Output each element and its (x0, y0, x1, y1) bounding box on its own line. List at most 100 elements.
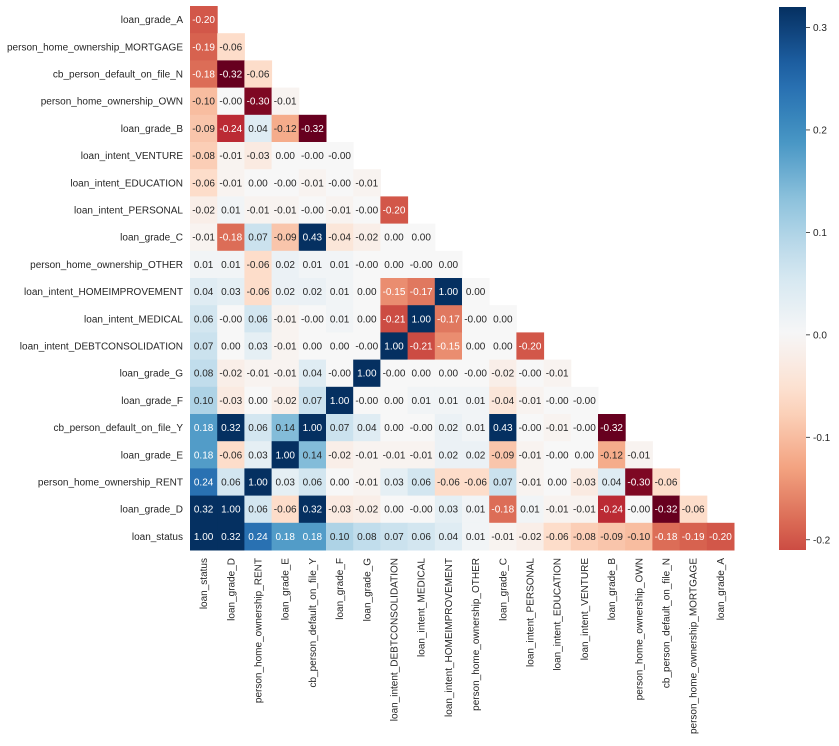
cell-annotation: 0.01 (303, 260, 323, 271)
cell-annotation: 0.06 (248, 505, 268, 516)
heatmap-cell (380, 468, 409, 497)
cell-annotation: -0.15 (383, 287, 406, 298)
heatmap-cell (190, 359, 218, 388)
cell-annotation: 0.03 (275, 478, 295, 489)
row-label: person_home_ownership_OWN (41, 97, 183, 108)
cell-annotation: -0.20 (383, 206, 406, 217)
heatmap-cell (462, 468, 490, 497)
heatmap-cell (598, 414, 626, 442)
cell-annotation: -0.24 (219, 124, 242, 135)
heatmap-cell (217, 87, 245, 116)
heatmap-cell (244, 223, 273, 252)
cell-annotation: -0.01 (491, 532, 514, 543)
cell-annotation: -0.00 (219, 97, 242, 108)
heatmap-cell (543, 522, 572, 551)
cell-annotation: -0.01 (546, 423, 569, 434)
cell-annotation: 1.00 (357, 369, 377, 380)
row-label: person_home_ownership_MORTGAGE (7, 42, 183, 53)
heatmap-cell (407, 414, 436, 442)
cell-annotation: -0.00 (219, 314, 242, 325)
cell-annotation: -0.20 (709, 532, 732, 543)
cell-annotation: -0.21 (410, 342, 433, 353)
heatmap-cell (625, 468, 653, 497)
heatmap-cell (217, 414, 245, 442)
column-label: person_home_ownership_MORTGAGE (689, 558, 700, 734)
cell-annotation: -0.02 (355, 233, 378, 244)
heatmap-cell (326, 250, 354, 279)
heatmap-cell (298, 250, 327, 279)
cell-annotation: 1.00 (411, 314, 431, 325)
column-label: loan_intent_PERSONAL (526, 558, 537, 667)
cell-annotation: 0.00 (384, 260, 404, 271)
heatmap-cell (190, 386, 218, 415)
cell-annotation: -0.00 (573, 423, 596, 434)
cell-annotation: -0.01 (519, 478, 542, 489)
cell-annotation: 0.02 (439, 423, 459, 434)
heatmap-cell (380, 495, 409, 524)
cell-annotation: 0.01 (466, 532, 486, 543)
heatmap-cell (190, 6, 218, 34)
heatmap-cell (380, 305, 409, 333)
heatmap-cell (570, 414, 599, 442)
heatmap-cell (380, 441, 409, 469)
cell-annotation: -0.06 (437, 478, 460, 489)
cell-annotation: -0.06 (247, 260, 270, 271)
heatmap-cell (190, 87, 218, 116)
heatmap-cell (353, 223, 381, 252)
cell-annotation: -0.01 (410, 450, 433, 461)
heatmap-cell (407, 223, 436, 252)
heatmap-cell (190, 114, 218, 143)
cell-annotation: -0.01 (247, 369, 270, 380)
column-label: loan_status (199, 558, 210, 609)
heatmap-cell (190, 250, 218, 279)
heatmap-cell (407, 495, 436, 524)
column-label: cb_person_default_on_file_N (662, 558, 673, 688)
heatmap-cell (271, 495, 300, 524)
cell-annotation: -0.18 (219, 233, 242, 244)
cell-annotation: -0.20 (192, 15, 215, 26)
heatmap-cell (598, 441, 626, 469)
heatmap-cell (407, 386, 436, 415)
cell-annotation: -0.00 (355, 396, 378, 407)
cell-annotation: -0.06 (219, 450, 242, 461)
cell-annotation: -0.00 (328, 369, 351, 380)
heatmap-cell (271, 386, 300, 415)
heatmap-cell (489, 522, 517, 551)
column-label: loan_grade_D (226, 558, 237, 621)
heatmap-cell (489, 495, 517, 524)
heatmap-cell (353, 386, 381, 415)
heatmap-cell (353, 332, 381, 361)
cell-annotation: -0.01 (546, 369, 569, 380)
cell-annotation: 0.01 (466, 423, 486, 434)
cell-annotation: 0.04 (602, 478, 622, 489)
heatmap-cell (217, 142, 245, 170)
heatmap-cell (353, 169, 381, 197)
cell-annotation: 0.00 (411, 369, 431, 380)
heatmap-cell (298, 305, 327, 333)
heatmap-cell (353, 522, 381, 551)
cell-annotation: -0.00 (328, 151, 351, 162)
heatmap-cell (271, 278, 300, 306)
heatmap-cell (271, 305, 300, 333)
heatmap-cell (380, 332, 409, 361)
row-label: cb_person_default_on_file_N (53, 70, 183, 81)
cell-annotation: -0.30 (627, 478, 650, 489)
cell-annotation: -0.02 (355, 505, 378, 516)
heatmap-cell (326, 468, 354, 497)
cell-annotation: -0.03 (573, 478, 596, 489)
heatmap-cell (244, 114, 273, 143)
heatmap-cell (407, 250, 436, 279)
heatmap-cell (244, 414, 273, 442)
cell-annotation: -0.17 (410, 287, 433, 298)
cell-annotation: 0.00 (221, 342, 241, 353)
cell-annotation: -0.06 (546, 532, 569, 543)
cell-annotation: -0.00 (519, 423, 542, 434)
heatmap-cell (244, 495, 273, 524)
heatmap-cell (353, 495, 381, 524)
heatmap-cell (462, 359, 490, 388)
heatmap-cell (217, 33, 245, 61)
cell-annotation: -0.06 (192, 178, 215, 189)
row-label: person_home_ownership_OTHER (30, 260, 183, 271)
cell-annotation: 0.03 (248, 450, 268, 461)
row-label: loan_status (132, 532, 183, 543)
